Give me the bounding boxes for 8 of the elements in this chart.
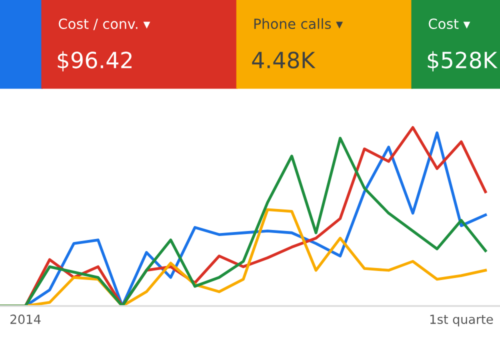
text: Phone calls ▾ [254,18,343,30]
text: 4.48K [252,52,316,68]
text: $528K [428,51,498,72]
x-tick-label: 2014 [10,314,41,324]
text: Cost / conv. ▾ [58,18,150,30]
text: $96.42 [58,51,132,72]
x-tick-label: 1st quarte [430,314,493,326]
text: Cost ▾ [428,18,470,30]
